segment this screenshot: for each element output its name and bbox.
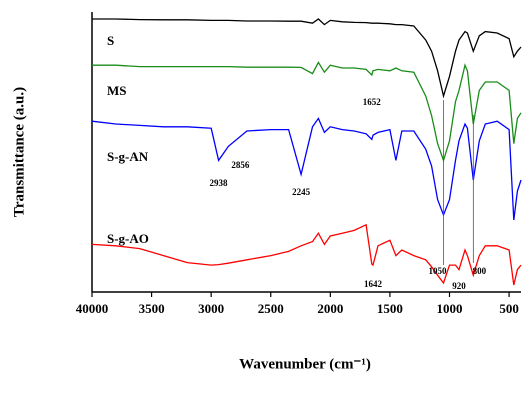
- y-axis-label: Transmittance (a.u.): [11, 87, 27, 217]
- series-label: MS: [107, 83, 127, 98]
- peak-label: 920: [452, 281, 466, 291]
- series-label: S-g-AO: [107, 231, 149, 246]
- peak-label: 1642: [364, 279, 383, 289]
- series-label: S-g-AN: [107, 149, 149, 164]
- x-tick-label: 40000: [76, 301, 109, 316]
- peak-label: 800: [473, 266, 487, 276]
- x-tick-label: 1000: [437, 301, 463, 316]
- x-tick-label: 3500: [139, 301, 165, 316]
- series-line: [92, 61, 522, 163]
- x-tick-label: 1500: [377, 301, 403, 316]
- x-tick-label: 2000: [317, 301, 343, 316]
- x-axis-label: Wavenumber (cm⁻¹): [239, 356, 371, 372]
- peak-label: 2245: [292, 187, 311, 197]
- x-tick-label: 3000: [198, 301, 224, 316]
- series-line: [91, 117, 522, 221]
- peak-label: 2938: [210, 178, 229, 188]
- peak-label: 2856: [231, 160, 250, 170]
- x-tick-label: 2500: [258, 301, 284, 316]
- x-tick-label: 500: [499, 301, 519, 316]
- series-line: [92, 18, 522, 99]
- series-line: [91, 223, 522, 286]
- peak-label: 1050: [429, 266, 448, 276]
- series-label: S: [107, 33, 114, 48]
- peak-label: 1652: [363, 97, 382, 107]
